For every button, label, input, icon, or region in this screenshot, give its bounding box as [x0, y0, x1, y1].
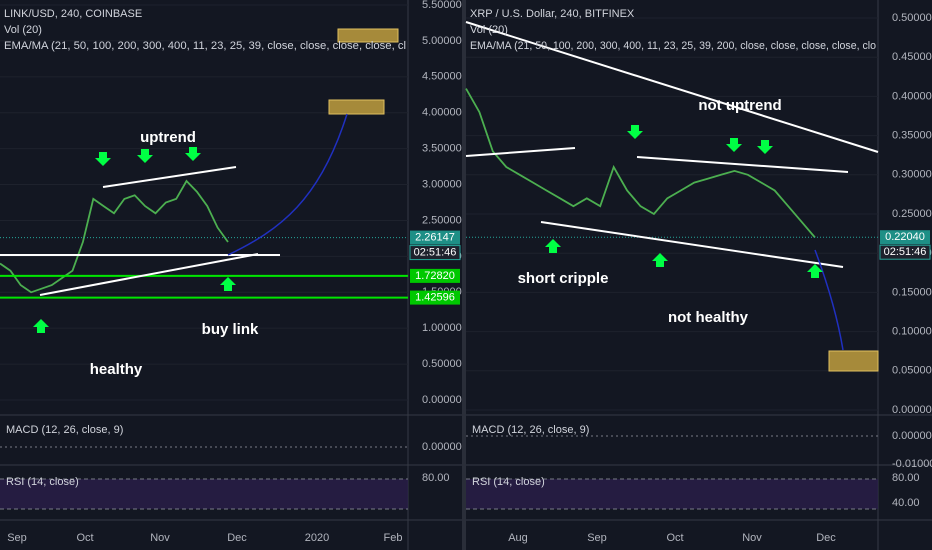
arrow-down [757, 140, 773, 154]
x-tick-label: Dec [227, 532, 247, 544]
last-price-badge [880, 230, 930, 245]
countdown: 02:51:46 [884, 246, 927, 258]
ema-title: EMA/MA (21, 50, 100, 200, 300, 400, 11, … [4, 40, 406, 52]
rsi-tick-label: 40.00 [892, 497, 920, 509]
last-price-label: 0.22040 [885, 231, 925, 243]
annotation: short cripple [518, 270, 609, 287]
y-tick-label: 2.50000 [422, 214, 462, 226]
arrow-down [627, 125, 643, 139]
divider [462, 0, 466, 550]
trend-line [636, 156, 849, 173]
y-tick-label: 0.25000 [892, 208, 932, 220]
level-badge [410, 268, 460, 283]
trend-line [465, 21, 879, 153]
symbol-title: LINK/USD, 240, COINBASE [4, 8, 142, 20]
y-tick-label: 4.00000 [422, 107, 462, 119]
arrow-down [95, 152, 111, 166]
y-tick-label: 0.50000 [422, 358, 462, 370]
target-box [328, 99, 385, 115]
y-tick-label: 0.35000 [892, 130, 932, 142]
rsi-tick-label: 80.00 [422, 472, 450, 484]
rsi-tick-label: 80.00 [892, 472, 920, 484]
last-price-badge [410, 230, 460, 245]
arrow-up [220, 277, 236, 291]
y-tick-label: 3.00000 [422, 178, 462, 190]
y-tick-label: 3.50000 [422, 143, 462, 155]
countdown: 02:51:46 [414, 246, 457, 258]
x-tick-label: Nov [150, 532, 170, 544]
symbol-title: XRP / U.S. Dollar, 240, BITFINEX [470, 8, 635, 20]
y-tick-label: 5.00000 [422, 35, 462, 47]
vol-title: Vol (20) [4, 24, 42, 36]
y-tick-label: 0.10000 [892, 326, 932, 338]
price-line [465, 88, 816, 239]
arrow-down [726, 138, 742, 152]
x-tick-label: 2020 [305, 532, 329, 544]
x-tick-label: Nov [742, 532, 762, 544]
y-tick-label: 5.50000 [422, 0, 462, 11]
y-tick-label: 0.05000 [892, 365, 932, 377]
rsi-band [466, 479, 878, 509]
trend-line [540, 221, 844, 268]
annotation: not uptrend [698, 97, 781, 114]
level-label: 1.42596 [415, 291, 455, 303]
x-tick-label: Oct [76, 532, 93, 544]
y-tick-label: 0.40000 [892, 90, 932, 102]
macd-tick-label: 0.00000 [422, 441, 462, 453]
y-tick-label: 0.15000 [892, 286, 932, 298]
rsi-band [0, 479, 408, 509]
x-tick-label: Feb [384, 532, 403, 544]
arrow-up [652, 253, 668, 267]
x-tick-label: Oct [666, 532, 683, 544]
y-tick-label: 0.30000 [892, 169, 932, 181]
projection [227, 113, 348, 256]
trend-line [39, 253, 259, 296]
rsi-title: RSI (14, close) [6, 476, 79, 488]
arrow-up [545, 239, 561, 253]
last-price-label: 2.26147 [415, 231, 455, 243]
arrow-up [807, 264, 823, 278]
x-tick-label: Dec [816, 532, 836, 544]
y-tick-label: 0.00000 [422, 394, 462, 406]
annotation: uptrend [140, 129, 196, 146]
level-label: 1.72820 [415, 270, 455, 282]
target-box [337, 28, 399, 43]
macd-title: MACD (12, 26, close, 9) [472, 424, 589, 436]
price-line [0, 179, 229, 294]
macd-tick-label: 0.00000 [892, 430, 932, 442]
arrow-up [33, 319, 49, 333]
macd-title: MACD (12, 26, close, 9) [6, 424, 123, 436]
x-tick-label: Sep [7, 532, 27, 544]
trend-line [102, 166, 237, 188]
trend-line [465, 147, 576, 157]
arrow-down [185, 147, 201, 161]
y-tick-label: 1.00000 [422, 322, 462, 334]
projection [814, 249, 844, 351]
countdown-badge [409, 245, 461, 261]
vol-title: Vol (20) [470, 24, 508, 36]
countdown-badge [879, 244, 931, 260]
level-badge [410, 290, 460, 305]
macd-tick-label: -0.01000 [892, 458, 932, 470]
rsi-title: RSI (14, close) [472, 476, 545, 488]
arrow-down [137, 149, 153, 163]
annotation: healthy [90, 361, 143, 378]
x-tick-label: Sep [587, 532, 607, 544]
annotation: buy link [202, 321, 259, 338]
y-tick-label: 0.00000 [892, 404, 932, 416]
ema-title: EMA/MA (21, 50, 100, 200, 300, 400, 11, … [470, 40, 876, 52]
y-tick-label: 0.50000 [892, 12, 932, 24]
annotation: not healthy [668, 309, 749, 326]
y-tick-label: 0.45000 [892, 51, 932, 63]
y-tick-label: 4.50000 [422, 71, 462, 83]
x-tick-label: Aug [508, 532, 528, 544]
target-box [828, 350, 879, 372]
